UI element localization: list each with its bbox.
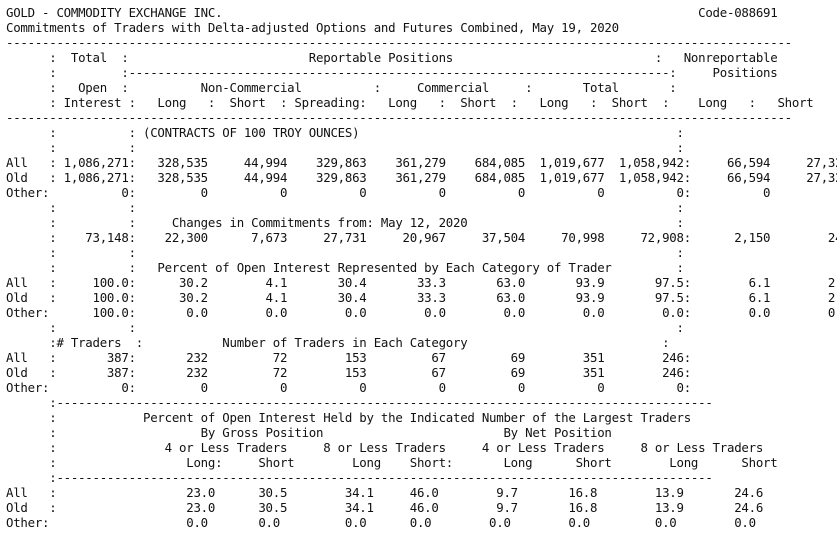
report-line: :---------------------------------------… [6, 470, 713, 485]
report-line: All : 23.0 30.5 34.1 46.0 9.7 16.8 13.9 … [6, 485, 764, 500]
report-line: : Total : Reportable Positions : Nonrepo… [6, 50, 778, 65]
report-line: :---------------------------------------… [6, 395, 713, 410]
report-line: All : 1,086,271: 328,535 44,994 329,863 … [6, 155, 837, 170]
report-line: : : Percent of Open Interest Represented… [6, 260, 684, 275]
report-line: ----------------------------------------… [6, 110, 792, 125]
report-line: : : : [6, 245, 684, 260]
report-line: : :-------------------------------------… [6, 65, 778, 80]
report-line: : Percent of Open Interest Held by the I… [6, 410, 691, 425]
report-line: : Open : Non-Commercial : Commercial : T… [6, 80, 677, 95]
report-line: : 73,148: 22,300 7,673 27,731 20,967 37,… [6, 230, 837, 245]
report-line: : 4 or Less Traders 8 or Less Traders 4 … [6, 440, 764, 455]
report-line: Other: 100.0: 0.0 0.0 0.0 0.0 0.0 0.0 0.… [6, 305, 837, 320]
report-line: Commitments of Traders with Delta-adjust… [6, 20, 619, 35]
report-line: :# Traders : Number of Traders in Each C… [6, 335, 670, 350]
report-line: Other: 0.0 0.0 0.0 0.0 0.0 0.0 0.0 0.0 [6, 515, 756, 530]
report-line: All : 100.0: 30.2 4.1 30.4 33.3 63.0 93.… [6, 275, 837, 290]
report-line: : : : [6, 140, 684, 155]
report-line: Old : 23.0 30.5 34.1 46.0 9.7 16.8 13.9 … [6, 500, 764, 515]
report-line: GOLD - COMMODITY EXCHANGE INC. Code-0886… [6, 5, 778, 20]
report-line: : Interest : Long : Short : Spreading: L… [6, 95, 814, 110]
report-line: : : (CONTRACTS OF 100 TROY OUNCES) : [6, 125, 684, 140]
report-line: All : 387: 232 72 153 67 69 351 246: [6, 350, 691, 365]
report-line: : : : [6, 200, 684, 215]
report-line: Old : 387: 232 72 153 67 69 351 246: [6, 365, 691, 380]
report-line: : Long: Short Long Short: Long Short Lon… [6, 455, 778, 470]
report-line: Other: 0: 0 0 0 0 0 0 0: 0 0 [6, 185, 837, 200]
report-line: : : : [6, 320, 684, 335]
report-line: : By Gross Position By Net Position [6, 425, 612, 440]
report-line: ----------------------------------------… [6, 35, 792, 50]
report-line: Old : 100.0: 30.2 4.1 30.4 33.3 63.0 93.… [6, 290, 837, 305]
report-line: Old : 1,086,271: 328,535 44,994 329,863 … [6, 170, 837, 185]
report-line: Other: 0: 0 0 0 0 0 0 0: [6, 380, 691, 395]
report-line: : : Changes in Commitments from: May 12,… [6, 215, 684, 230]
